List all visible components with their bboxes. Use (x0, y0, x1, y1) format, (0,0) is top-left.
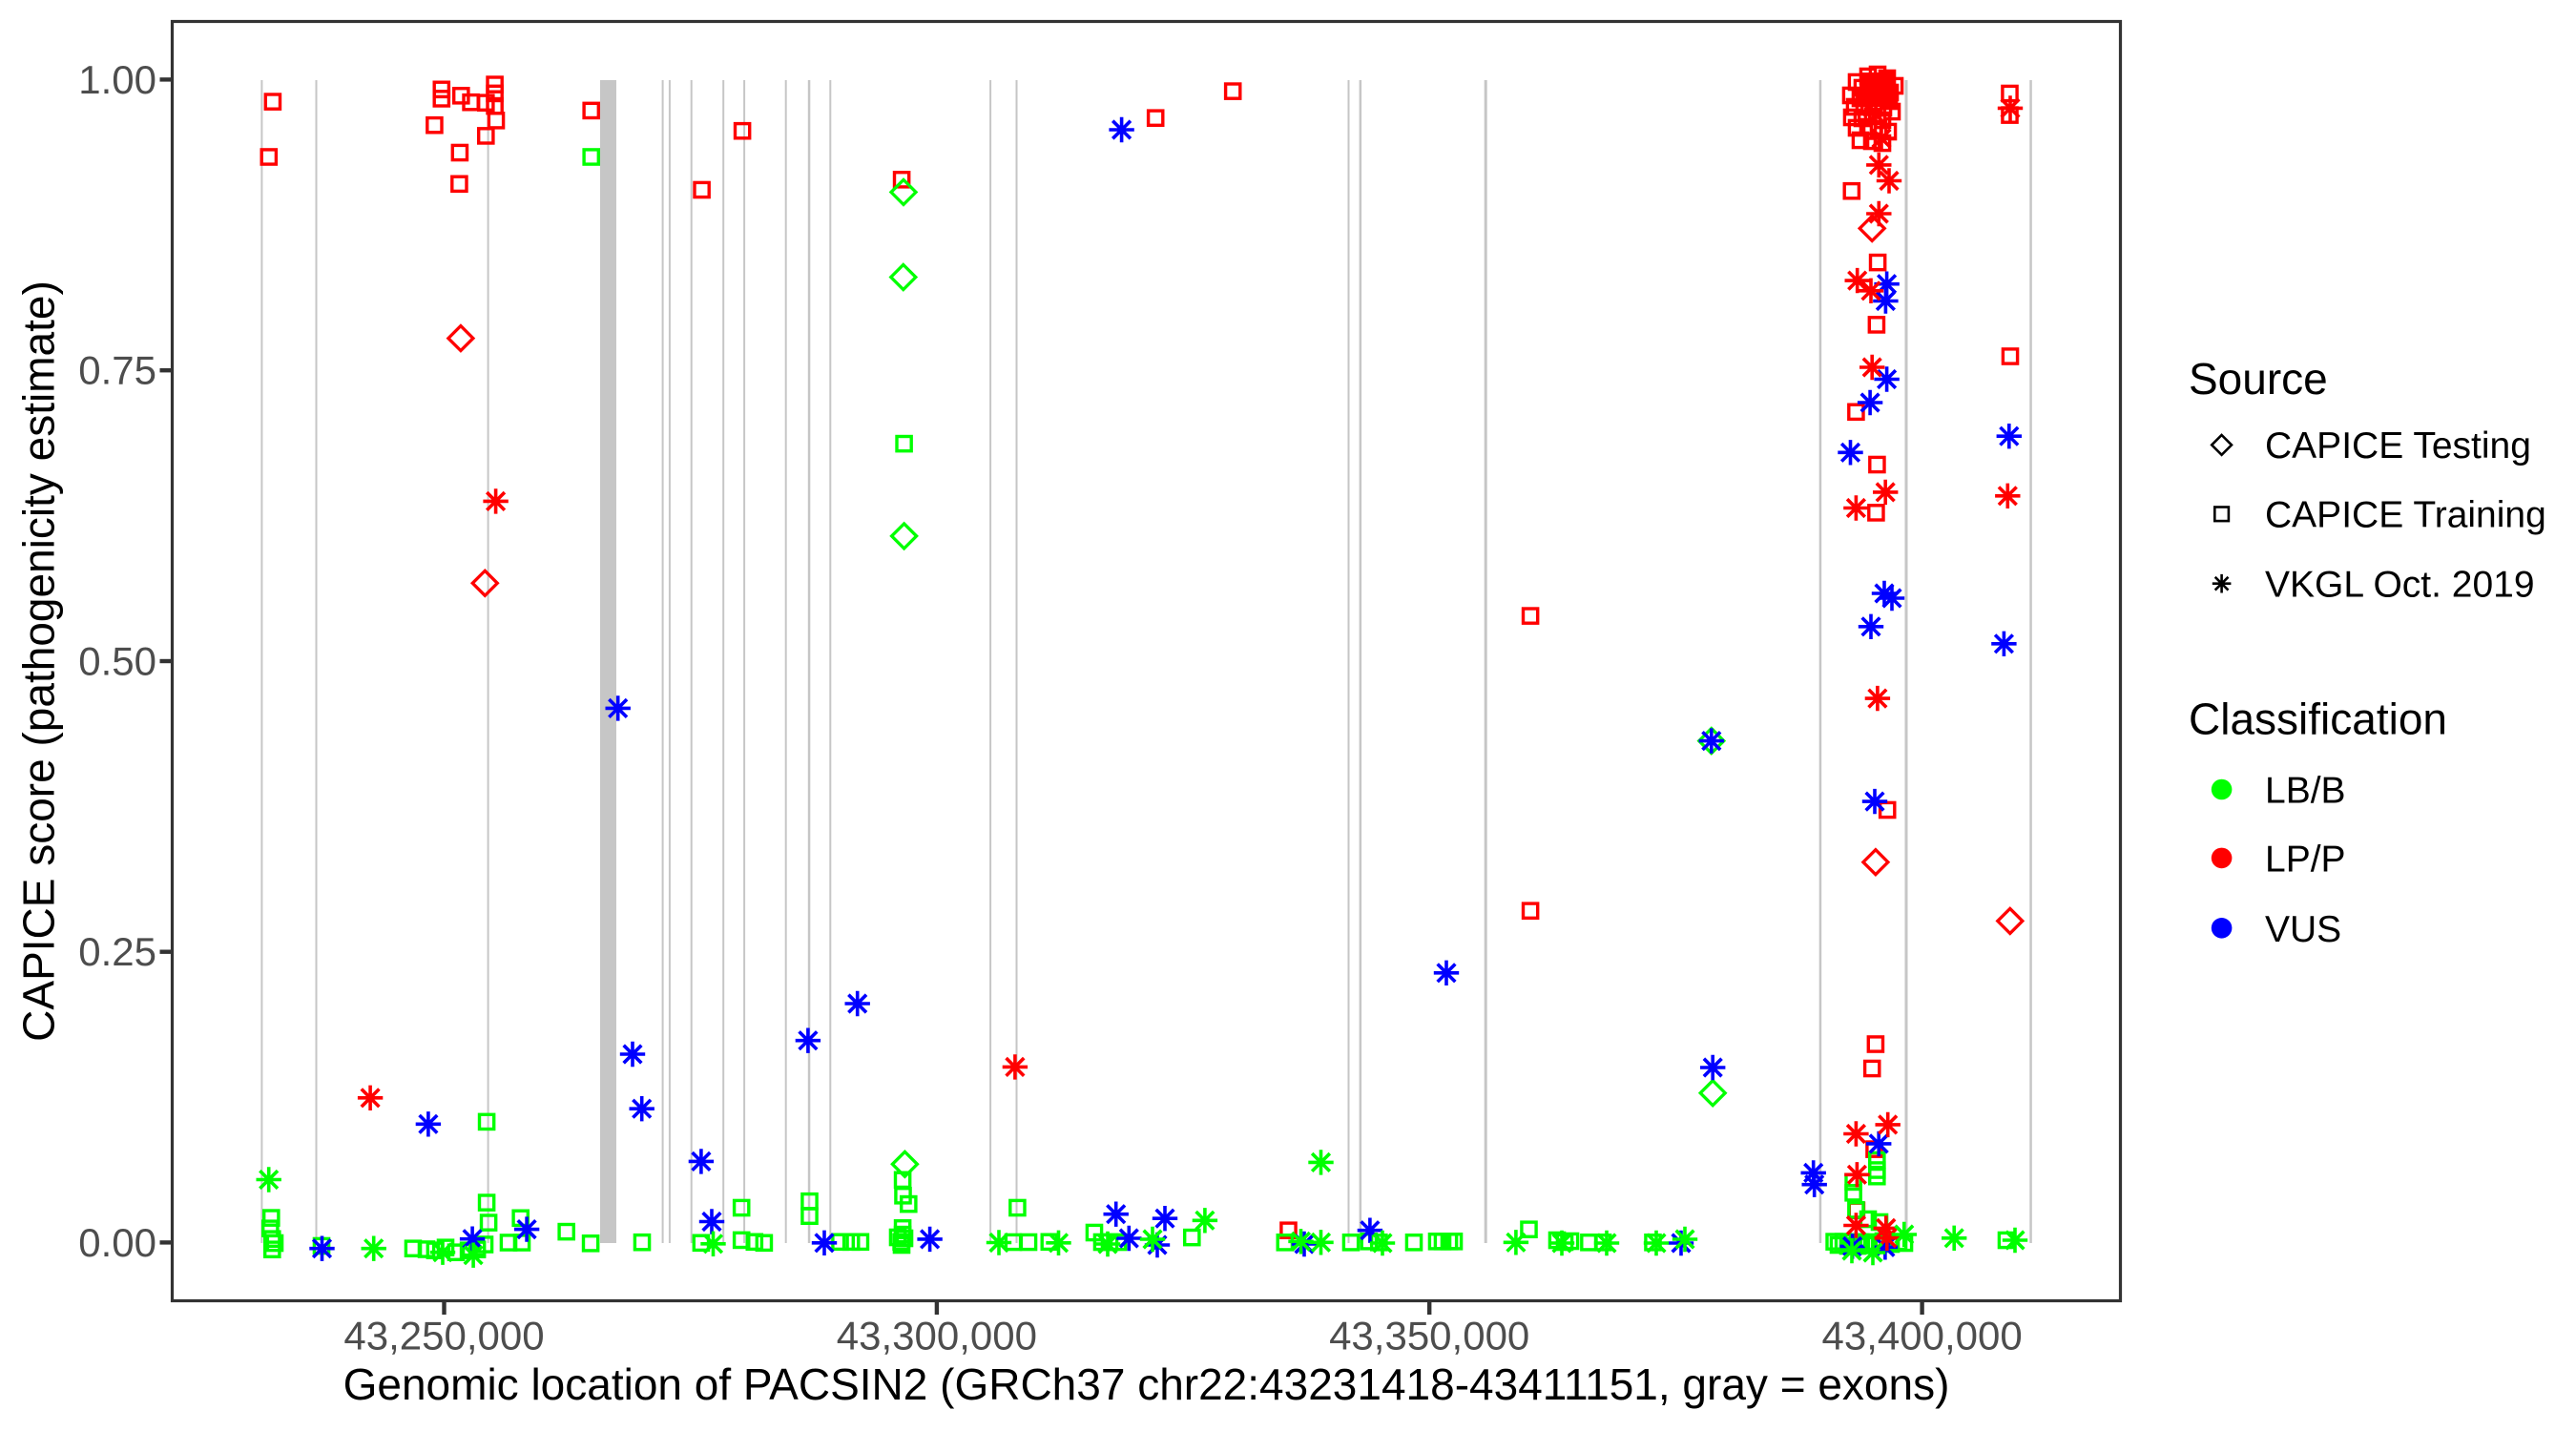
svg-text:43,300,000: 43,300,000 (837, 1313, 1037, 1358)
svg-text:VKGL Oct. 2019: VKGL Oct. 2019 (2265, 564, 2535, 605)
svg-text:LP/P: LP/P (2265, 839, 2346, 880)
svg-text:Classification: Classification (2189, 695, 2447, 744)
svg-text:CAPICE Testing: CAPICE Testing (2265, 425, 2531, 467)
svg-text:LB/B: LB/B (2265, 771, 2346, 812)
svg-text:CAPICE Training: CAPICE Training (2265, 494, 2546, 535)
svg-text:Genomic location of PACSIN2 (G: Genomic location of PACSIN2 (GRCh37 chr2… (343, 1359, 1950, 1409)
svg-text:43,250,000: 43,250,000 (343, 1313, 544, 1358)
svg-text:Source: Source (2189, 354, 2328, 404)
svg-text:0.00: 0.00 (78, 1220, 156, 1265)
svg-text:43,350,000: 43,350,000 (1329, 1313, 1529, 1358)
svg-text:VUS: VUS (2265, 909, 2341, 950)
svg-text:0.75: 0.75 (78, 348, 156, 393)
svg-text:1.00: 1.00 (78, 57, 156, 102)
svg-text:CAPICE score (pathogenicity es: CAPICE score (pathogenicity estimate) (14, 280, 64, 1042)
svg-text:43,400,000: 43,400,000 (1821, 1313, 2022, 1358)
svg-text:0.25: 0.25 (78, 929, 156, 974)
svg-text:0.50: 0.50 (78, 638, 156, 683)
